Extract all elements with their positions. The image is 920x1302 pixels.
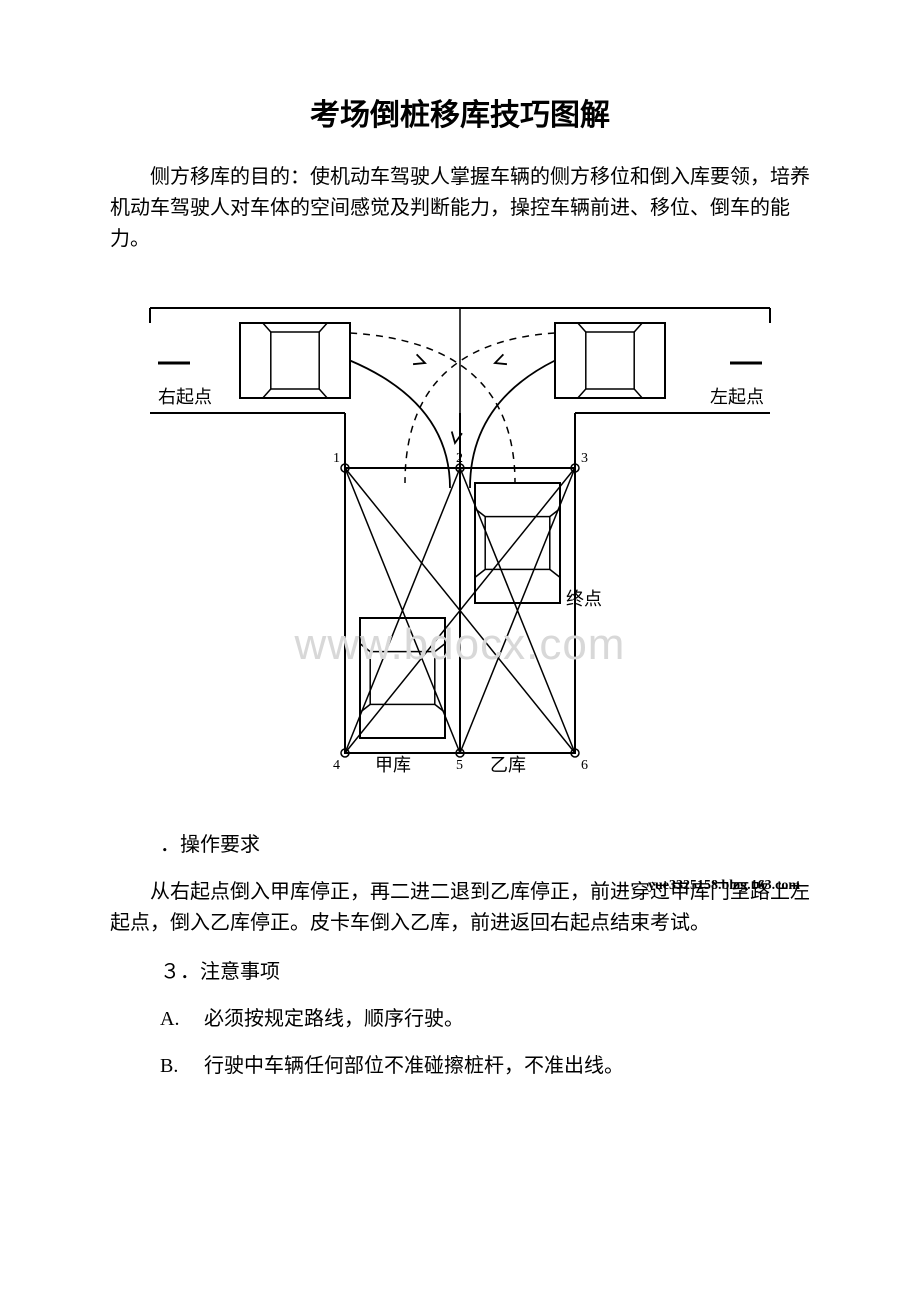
note-item-b: B.行驶中车辆任何部位不准碰擦桩杆，不准出线。 (110, 1051, 810, 1082)
note-text-b: 行驶中车辆任何部位不准碰擦桩杆，不准出线。 (204, 1055, 624, 1077)
parking-diagram: 右起点左起点123456终点甲库乙库 (110, 273, 810, 808)
note-marker-a: A. (160, 1004, 204, 1035)
svg-text:左起点: 左起点 (710, 387, 764, 407)
notes-number: ３． (160, 961, 200, 983)
svg-text:右起点: 右起点 (158, 387, 212, 407)
note-marker-b: B. (160, 1051, 204, 1082)
page-title: 考场倒桩移库技巧图解 (110, 90, 810, 134)
svg-text:终点: 终点 (566, 589, 602, 609)
section-operation-label: ．操作要求 (110, 830, 810, 861)
svg-text:甲库: 甲库 (375, 755, 411, 775)
svg-text:4: 4 (333, 758, 340, 773)
svg-text:3: 3 (581, 451, 588, 466)
svg-text:6: 6 (581, 758, 588, 773)
section-notes-label: ３．注意事项 (110, 957, 810, 988)
diagram-svg: 右起点左起点123456终点甲库乙库 (110, 273, 810, 803)
intro-paragraph: 侧方移库的目的：使机动车驾驶人掌握车辆的侧方移位和倒入库要领，培养机动车驾驶人对… (110, 162, 810, 255)
svg-text:5: 5 (456, 758, 463, 773)
svg-text:1: 1 (333, 451, 340, 466)
svg-text:乙库: 乙库 (490, 755, 526, 775)
note-item-a: A.必须按规定路线，顺序行驶。 (110, 1004, 810, 1035)
credit-text: yue3325158.blog.163.com (648, 878, 800, 894)
notes-title: 注意事项 (200, 961, 280, 983)
note-text-a: 必须按规定路线，顺序行驶。 (204, 1008, 464, 1030)
